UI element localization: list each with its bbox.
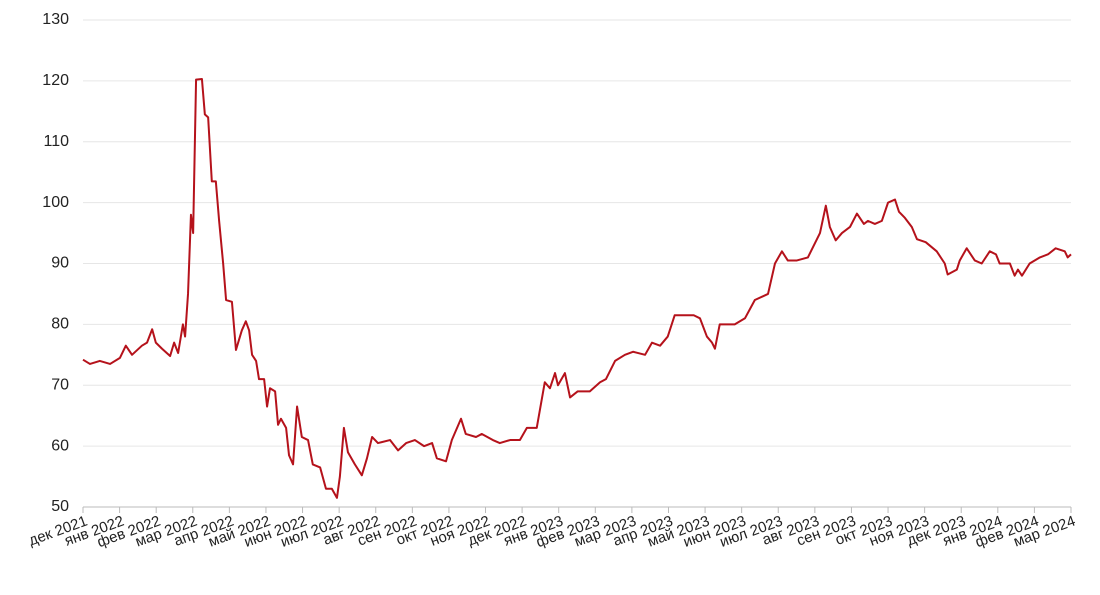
- y-tick-label: 50: [51, 498, 69, 515]
- y-tick-label: 70: [51, 376, 69, 393]
- y-tick-label: 120: [42, 72, 69, 89]
- y-tick-label: 130: [42, 11, 69, 28]
- y-tick-label: 90: [51, 255, 69, 272]
- y-tick-label: 60: [51, 437, 69, 454]
- y-tick-label: 80: [51, 316, 69, 333]
- y-tick-label: 100: [42, 194, 69, 211]
- line-series: [82, 78, 1072, 499]
- y-tick-label: 110: [43, 133, 69, 150]
